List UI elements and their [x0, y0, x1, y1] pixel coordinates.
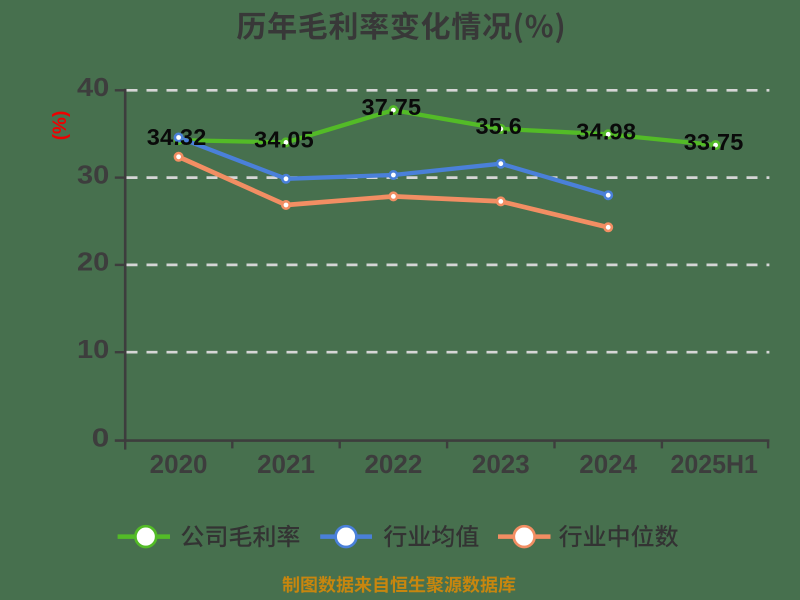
svg-text:2020: 2020	[150, 449, 208, 479]
svg-text:(%): (%)	[50, 111, 71, 141]
svg-text:2023: 2023	[472, 449, 530, 479]
svg-text:37.75: 37.75	[361, 94, 421, 120]
svg-text:33.75: 33.75	[684, 129, 744, 155]
svg-text:40: 40	[77, 72, 109, 102]
svg-text:34.32: 34.32	[147, 124, 207, 150]
svg-text:20: 20	[77, 247, 109, 277]
svg-text:2021: 2021	[257, 449, 315, 479]
svg-text:34.98: 34.98	[576, 118, 636, 144]
svg-text:35.6: 35.6	[476, 113, 523, 139]
svg-text:30: 30	[77, 159, 109, 189]
svg-text:2024: 2024	[579, 449, 637, 479]
svg-text:34.05: 34.05	[254, 126, 314, 152]
svg-text:10: 10	[77, 334, 109, 364]
svg-text:2022: 2022	[364, 449, 422, 479]
svg-text:0: 0	[92, 422, 110, 452]
svg-text:2025H1: 2025H1	[670, 449, 758, 479]
